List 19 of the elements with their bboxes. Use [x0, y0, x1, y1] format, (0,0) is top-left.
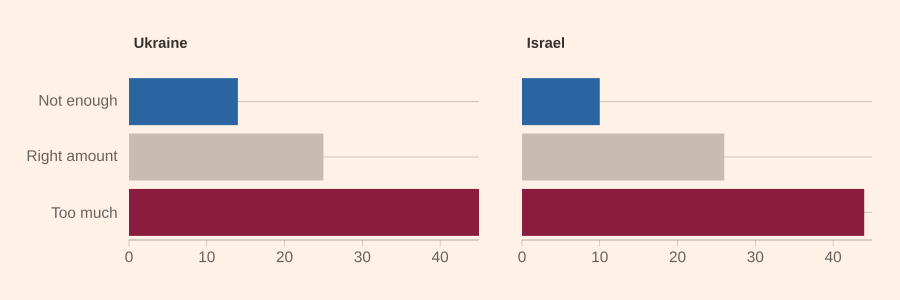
x-tick-label: 0 [518, 251, 526, 262]
x-tick-label: 20 [276, 251, 292, 262]
bar [128, 78, 238, 126]
chart-title: Ukraine [134, 37, 188, 48]
x-tick-label: 20 [670, 251, 686, 262]
chart-title: Israel [528, 37, 564, 48]
bar [128, 188, 479, 236]
x-tick-label: 0 [125, 251, 133, 262]
bar [522, 78, 600, 126]
x-tick-label: 10 [199, 251, 215, 262]
y-tick-label: Right amount [28, 150, 118, 164]
y-tick-label: Not enough [40, 94, 117, 109]
x-tick-label: 30 [354, 251, 370, 262]
x-tick-label: 40 [432, 251, 448, 262]
x-tick-label: 30 [747, 251, 764, 262]
bar [522, 188, 864, 236]
x-tick-label: 40 [824, 251, 842, 262]
y-tick-label: Too much [51, 206, 117, 218]
x-tick-label: 10 [592, 251, 608, 262]
